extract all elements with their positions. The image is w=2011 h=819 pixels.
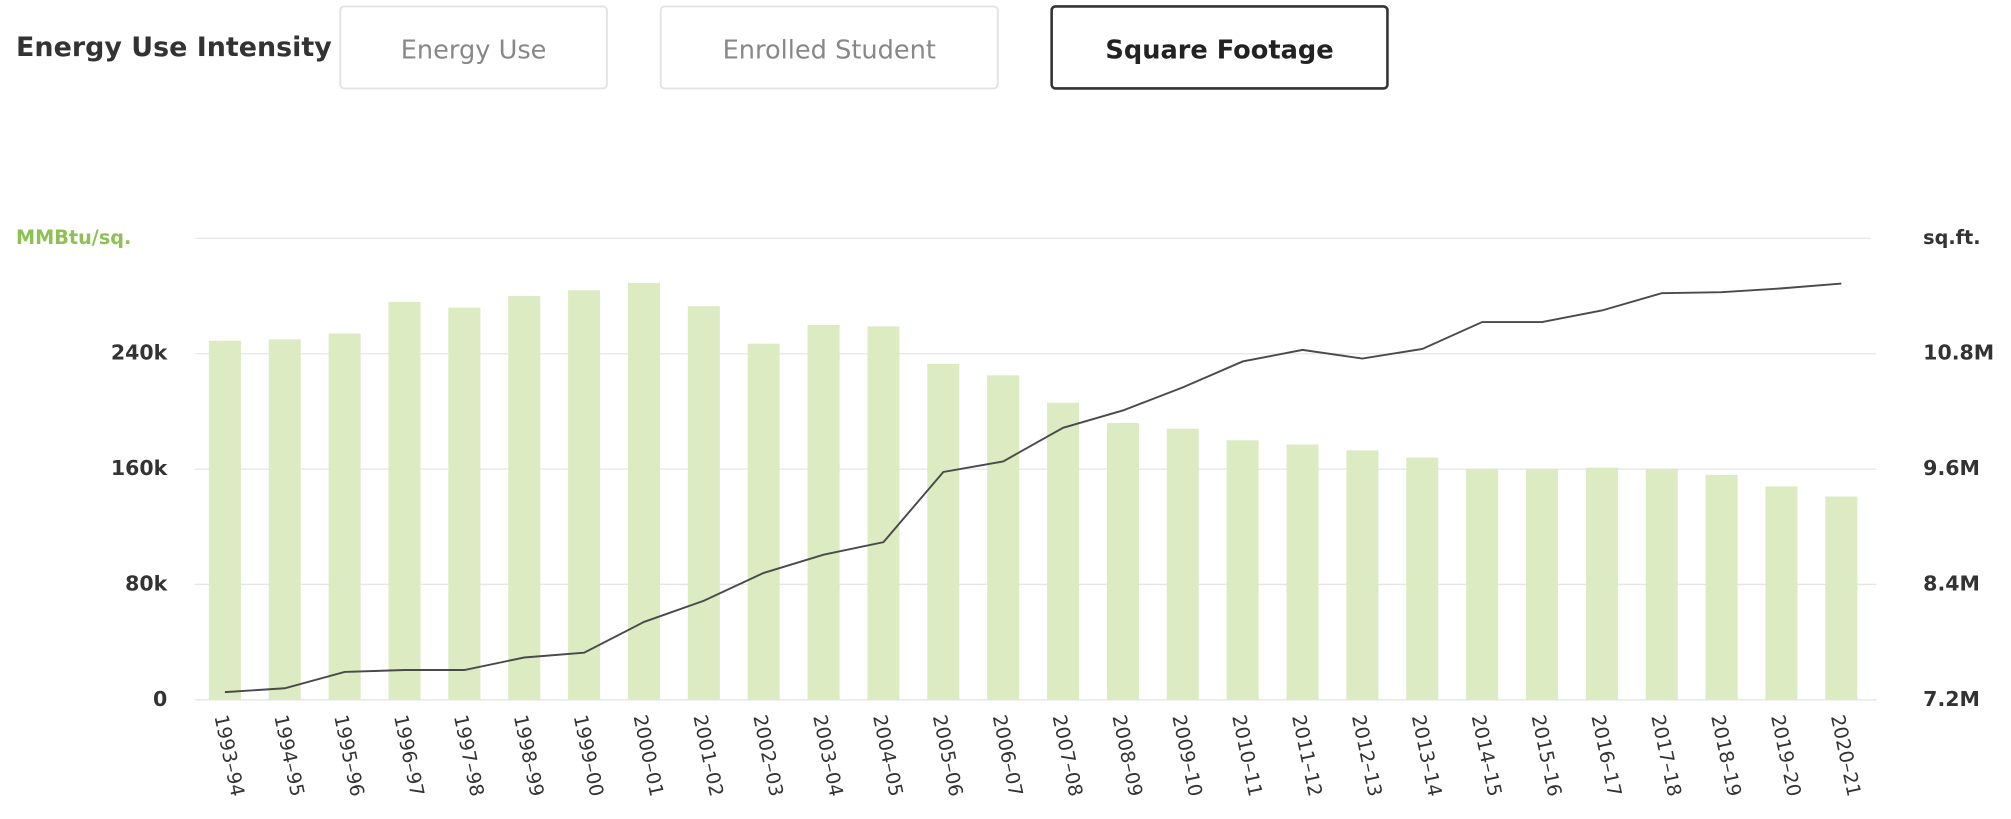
bar xyxy=(1226,440,1259,700)
bar xyxy=(627,283,660,700)
bar xyxy=(1525,469,1559,700)
bar xyxy=(448,307,481,700)
bar xyxy=(388,301,421,700)
x-tick-label: 2000–01 xyxy=(629,713,669,799)
bar xyxy=(1047,402,1080,700)
x-tick-label: 2018–19 xyxy=(1706,713,1746,799)
y-tick-label: 0 xyxy=(153,687,167,711)
x-tick-label: 2006–07 xyxy=(988,713,1028,799)
x-tick-label: 2017–18 xyxy=(1646,713,1686,799)
y2-axis-label: sq.ft. xyxy=(1923,226,1980,249)
bar xyxy=(867,326,900,700)
x-tick-label: 2020–21 xyxy=(1826,713,1866,799)
tab-bar: Energy Use Enrolled Student Square Footage xyxy=(339,5,1389,90)
bar xyxy=(687,306,720,700)
x-tick-label: 1999–00 xyxy=(569,713,609,799)
bar xyxy=(807,324,840,700)
metric-label: Energy Use Intensity xyxy=(16,32,332,63)
x-tick-label: 2004–05 xyxy=(868,713,908,799)
y-axis-label: MMBtu/sq. xyxy=(16,226,131,249)
x-tick-label: 1994–95 xyxy=(269,713,309,799)
bar xyxy=(1346,450,1379,700)
x-tick-label: 2015–16 xyxy=(1527,713,1567,799)
bar xyxy=(987,375,1020,700)
bar xyxy=(1406,457,1439,700)
bar xyxy=(328,333,361,700)
x-tick-label: 1993–94 xyxy=(209,713,249,799)
bar xyxy=(1106,422,1139,700)
bar xyxy=(1286,444,1319,700)
bar xyxy=(1645,469,1678,700)
x-tick-label: 2013–14 xyxy=(1407,713,1447,799)
bar xyxy=(268,339,301,700)
tab-box xyxy=(339,5,608,90)
x-tick-label: 2011–12 xyxy=(1287,713,1327,799)
tab-box xyxy=(659,5,999,90)
y2-tick-label: 9.6M xyxy=(1923,456,1980,480)
tab[interactable]: Square Footage xyxy=(1050,5,1389,90)
bar xyxy=(747,343,780,700)
x-tick-label: 2007–08 xyxy=(1048,713,1088,799)
x-tick-label: 1997–98 xyxy=(449,713,489,799)
tab-label: Enrolled Student xyxy=(723,35,936,65)
x-tick-label: 2016–17 xyxy=(1586,713,1626,799)
x-tick-label: 2010–11 xyxy=(1227,713,1267,799)
x-tick-label: 1998–99 xyxy=(509,713,549,799)
x-tick-label: 2005–06 xyxy=(928,713,968,799)
x-tick-label: 1995–96 xyxy=(329,713,369,799)
bar xyxy=(927,363,960,700)
bar xyxy=(208,340,241,700)
bar xyxy=(1166,428,1199,700)
x-tick-label: 1996–97 xyxy=(389,713,429,799)
x-tick-label: 2014–15 xyxy=(1467,713,1507,799)
bar xyxy=(508,296,541,700)
line xyxy=(224,282,1842,694)
bar xyxy=(1585,467,1618,700)
bar xyxy=(1466,469,1499,700)
plot: 0 80k 160k 240k 7.2M 8.4M 9.6M 10.8M 1993–94 1994… xyxy=(111,237,1994,799)
y2-tick-label: 10.8M xyxy=(1923,341,1994,365)
x-tick-label: 2019–20 xyxy=(1766,713,1806,799)
x-tick-label: 2002–03 xyxy=(748,713,788,799)
y2-tick-label: 7.2M xyxy=(1923,687,1980,711)
bar xyxy=(568,290,601,700)
tab-label: Square Footage xyxy=(1105,35,1333,65)
y-tick-label: 240k xyxy=(111,341,169,365)
y-tick-label: 160k xyxy=(111,456,169,480)
tab-label: Energy Use xyxy=(401,35,547,65)
y-tick-label: 80k xyxy=(125,571,169,595)
x-tick-label: 2012–13 xyxy=(1347,713,1387,799)
tab[interactable]: Energy Use xyxy=(339,5,608,90)
x-tick-label: 2009–10 xyxy=(1167,713,1207,799)
bar xyxy=(1765,486,1798,700)
bar xyxy=(1705,474,1738,700)
x-tick-label: 2008–09 xyxy=(1108,713,1148,799)
tab[interactable]: Enrolled Student xyxy=(659,5,999,90)
x-tick-label: 2003–04 xyxy=(808,713,848,799)
bar xyxy=(1825,496,1858,700)
y2-tick-label: 8.4M xyxy=(1923,571,1980,595)
tab-box xyxy=(1050,5,1389,90)
x-tick-label: 2001–02 xyxy=(688,713,728,799)
